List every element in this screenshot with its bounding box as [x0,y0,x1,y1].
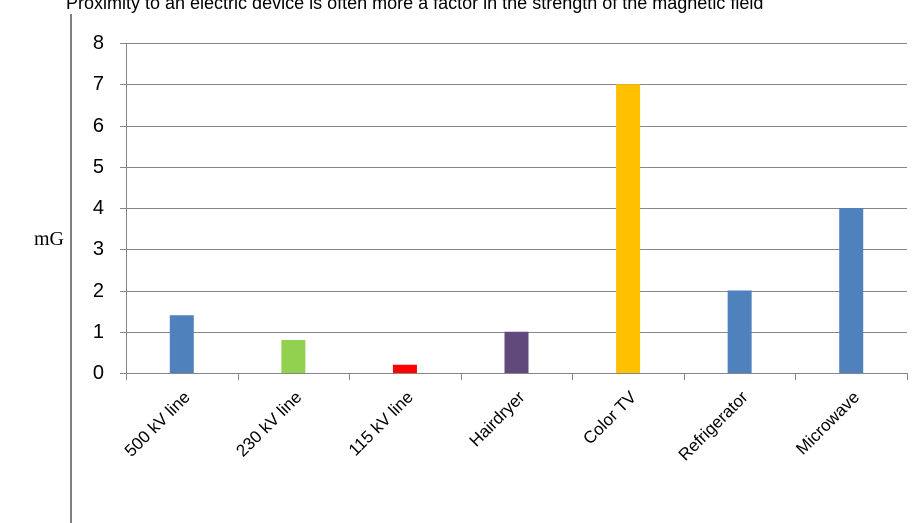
bar [504,331,529,373]
bar [392,364,417,373]
y-tick-label: 1 [93,321,104,343]
x-tick-label: Refrigerator [675,387,752,464]
x-tick-label: Color TV [579,387,640,448]
y-tick-label: 7 [93,73,104,95]
y-tick-label: 2 [93,280,104,302]
axes [126,43,908,380]
x-tick-label: 230 kV line [232,388,305,461]
bar [839,208,864,373]
bar [727,290,752,373]
x-tick-label: Hairdryer [466,387,529,450]
y-tick-label: 0 [93,362,104,384]
bar [169,315,194,373]
y-axis-label: mG [34,228,64,250]
x-tick-labels: 500 kV line 230 kV line 115 kV line Hairdry… [121,387,863,464]
chart-title: Proximity to an electric device is often… [66,0,763,13]
y-tick-label: 8 [93,32,104,54]
x-tick-label: 115 kV line [345,388,417,460]
bar [616,84,641,373]
bars [169,84,864,373]
y-tick-label: 6 [93,115,104,137]
x-tick-label: Microwave [792,388,863,459]
y-tick-label: 3 [93,238,104,260]
y-tick-label: 4 [93,197,104,219]
x-tick-label: 500 kV line [121,388,194,461]
bar [281,340,306,373]
y-tick-label: 5 [93,156,104,178]
gridlines [120,43,907,374]
y-tick-labels: 0 1 2 3 4 5 6 7 8 [93,32,104,384]
